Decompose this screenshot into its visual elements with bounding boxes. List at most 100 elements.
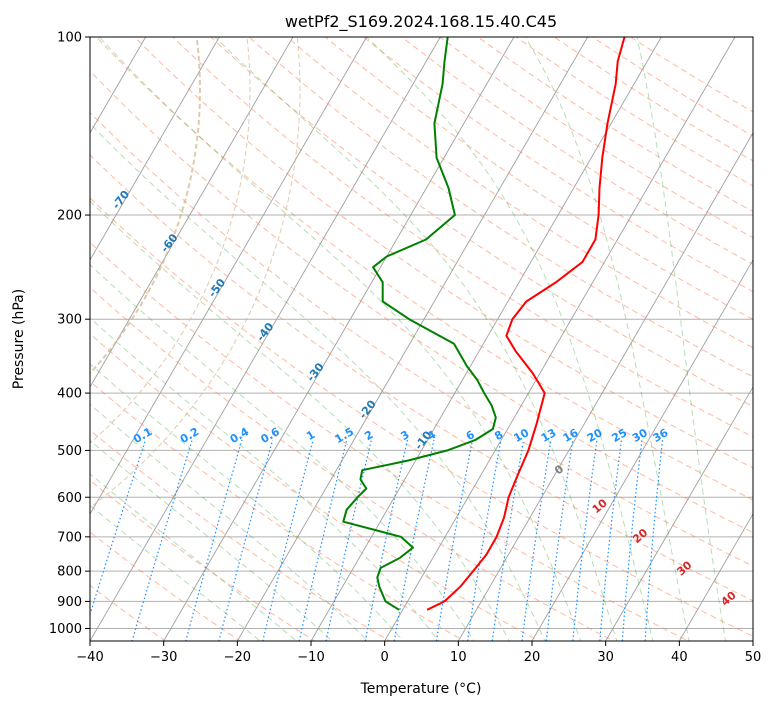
moist-adiabat-line [90,363,404,641]
moist-adiabat-line [366,37,654,641]
mixing-ratio-line [491,439,525,641]
dry-adiabat-line [90,286,615,641]
mixing-ratio-line [572,439,598,641]
x-tick-label: −20 [224,650,251,665]
isotherm-line [90,37,147,134]
moist-adiabat-line [90,473,298,641]
x-tick-label: 30 [597,650,614,665]
isohume-label: 0.2 [178,425,201,446]
dry-adiabat-line [90,70,753,534]
isohume-label: 2 [362,428,375,443]
dry-adiabat-line [95,37,753,501]
dry-adiabat-line [210,37,753,408]
dry-adiabat-line [90,429,391,641]
dry-adiabat-line [90,154,753,602]
mixing-ratio-line [218,439,274,641]
x-tick-label: 40 [671,650,688,665]
dry-adiabat-line [400,37,753,265]
x-tick-label: 50 [745,650,762,665]
mixing-ratio-line [621,439,643,641]
y-axis-label: Pressure (hPa) [11,289,27,389]
isohume-label: 16 [561,426,581,445]
moist-adiabat-line [90,439,333,641]
mixing-ratio-line [185,439,243,641]
x-tick-label: 10 [450,650,467,665]
mixing-ratio-line [644,439,664,641]
isotherm-line [752,640,753,641]
y-tick-label: 500 [57,444,82,459]
isotherm-label: -20 [356,397,379,421]
dewpoint-line [342,37,497,611]
dry-adiabat-line [477,37,753,213]
isohume-label: 0.4 [228,425,252,446]
theta-e-label: 20 [630,526,650,546]
isohume-label: 13 [539,426,559,445]
isohume-label: 36 [651,426,671,445]
y-tick-label: 300 [57,313,82,328]
x-axis-label: Temperature (°C) [360,681,482,697]
mixing-ratio-line [545,439,574,641]
moist-adiabat-line [524,37,690,641]
dry-adiabat-line [629,37,753,113]
dry-adiabat-line [90,380,466,641]
isohume-label: 3 [399,428,412,443]
mixing-ratio-line [262,439,314,641]
theta-e-label: 40 [719,589,739,609]
dry-adiabat-line [90,531,241,641]
dry-adiabat-line [324,37,753,321]
moist-adiabat-line [90,122,546,641]
mixing-ratio-lines [90,439,664,641]
mixing-ratio-line [521,439,552,641]
boundary-curves [90,37,301,509]
y-tick-label: 900 [57,595,82,610]
isotherm-line [531,259,753,641]
y-axis: 100 200 300 400 500 600 700 800 900 1000 [49,31,90,637]
boundary-curve [90,37,251,444]
isotherm-line [384,37,736,641]
dry-adiabat-line [515,37,753,187]
dry-adiabat-line [362,37,753,293]
moist-adiabat-line [90,317,440,641]
isotherm-line [457,132,753,641]
isotherm-label: -80 [59,148,82,172]
chart-title: wetPf2_S169.2024.168.15.40.C45 [285,12,557,32]
plot-frame [89,36,754,642]
isotherm-line [605,386,753,641]
dry-adiabats [90,37,753,641]
moist-adiabat-line [90,264,475,641]
dry-adiabat-line [286,37,753,349]
x-tick-label: 20 [524,650,541,665]
isotherm-line [90,37,441,641]
contour-labels: -100-90-80-70-60-50-40-30-20-100.10.20.4… [59,148,739,609]
isotherm-line [678,513,753,641]
x-tick-label: −30 [150,650,177,665]
y-tick-label: 700 [57,530,82,545]
isotherm-label: -60 [158,231,181,255]
dry-adiabat-line [90,584,167,641]
y-tick-label: 800 [57,565,82,580]
boundary-curve [90,37,202,375]
x-axis: −40 −30 −20 −10 0 10 20 30 40 50 [76,641,761,665]
moist-adiabat-line [90,200,510,641]
boundary-curve [90,37,301,509]
mixing-ratio-line [90,439,147,617]
mixing-ratio-line [599,439,623,641]
mixing-ratio-line [298,439,348,641]
dry-adiabat-line [133,37,753,469]
isotherm-label: -70 [110,188,133,212]
profile-series [342,37,626,611]
y-tick-label: 100 [57,31,82,46]
isotherm-line [90,37,294,388]
moist-adiabat-line [98,37,582,641]
x-tick-label: −10 [297,650,324,665]
isotherm-label: -30 [304,360,327,384]
y-tick-label: 600 [57,491,82,506]
dry-adiabat-line [438,37,753,239]
isohume-label: 25 [610,426,630,445]
moist-adiabats [90,37,727,641]
moist-adiabat-line [636,37,727,641]
dry-adiabat-line [553,37,753,162]
isotherm-line [236,37,589,641]
dry-adiabat-line [90,197,753,637]
